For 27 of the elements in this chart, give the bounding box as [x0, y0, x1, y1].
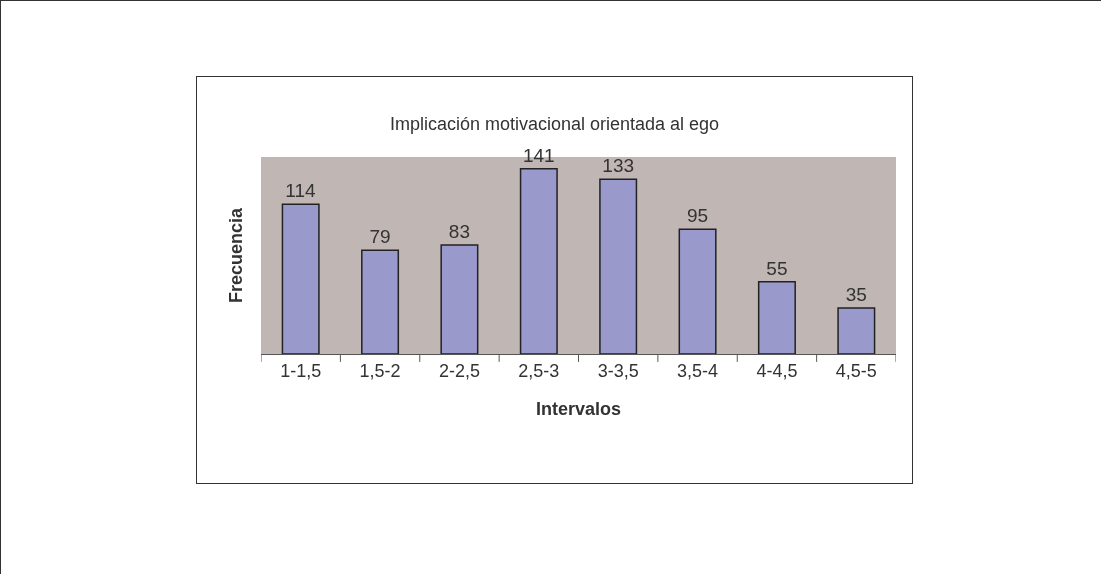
x-tick-label: 4-4,5	[756, 360, 798, 381]
data-label: 35	[845, 284, 867, 306]
chart-title: Implicación motivacional orientada al ego	[389, 114, 720, 135]
bar	[281, 203, 320, 354]
bar	[519, 168, 558, 354]
data-label: 79	[369, 226, 391, 248]
y-axis-title: Frecuencia	[226, 206, 247, 304]
bar	[757, 281, 796, 354]
data-label: 55	[766, 257, 788, 279]
data-label: 133	[602, 155, 635, 177]
x-tick-label: 2,5-3	[518, 360, 560, 381]
x-tick-label: 4,5-5	[835, 360, 877, 381]
bar	[440, 244, 479, 354]
data-label: 95	[686, 205, 709, 227]
x-tick-label: 1-1,5	[280, 360, 322, 381]
data-label: 83	[448, 220, 471, 242]
bar	[361, 249, 400, 354]
data-label: 114	[285, 180, 317, 202]
x-tick-label: 3,5-4	[677, 360, 719, 381]
x-tick-label: 3-3,5	[597, 360, 639, 381]
bar	[678, 228, 717, 354]
data-label: 141	[522, 144, 555, 166]
x-axis-title: Intervalos	[535, 398, 622, 419]
bar	[599, 178, 638, 354]
x-tick-label: 2-2,5	[438, 360, 480, 381]
x-tick-label: 1,5-2	[359, 360, 401, 381]
bar	[837, 307, 876, 354]
